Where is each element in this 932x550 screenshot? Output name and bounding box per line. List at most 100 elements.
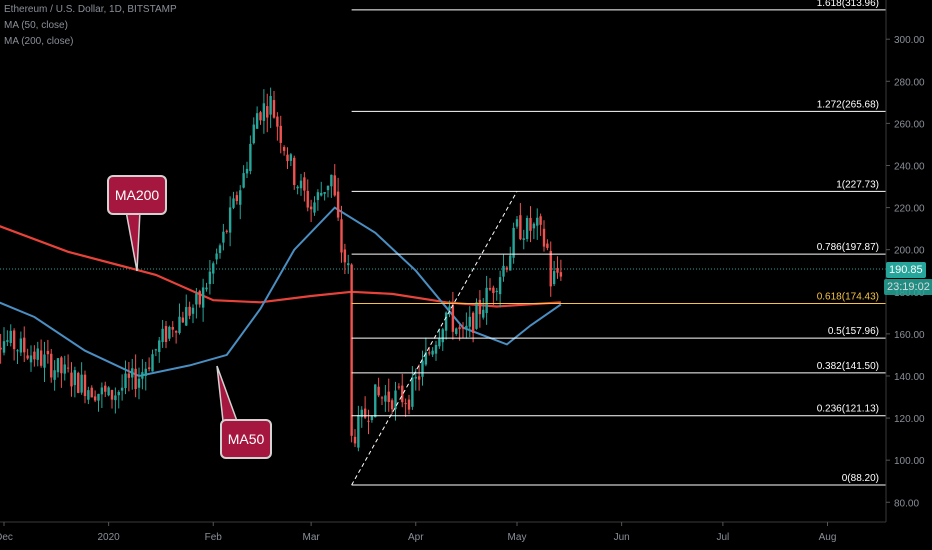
candle-body[interactable] <box>326 185 330 191</box>
candle-body[interactable] <box>299 180 303 189</box>
candle-body[interactable] <box>286 154 289 162</box>
candle-body[interactable] <box>374 384 377 418</box>
candle-body[interactable] <box>414 376 417 379</box>
candle-body[interactable] <box>195 293 198 305</box>
candle-body[interactable] <box>266 106 269 118</box>
candle-body[interactable] <box>309 206 313 210</box>
candle-body[interactable] <box>9 330 12 343</box>
ma200-legend[interactable]: MA (200, close) <box>4 36 74 47</box>
candle-body[interactable] <box>330 174 333 187</box>
candle-body[interactable] <box>73 370 77 386</box>
candle-body[interactable] <box>107 387 110 396</box>
candle-body[interactable] <box>87 390 90 400</box>
candle-body[interactable] <box>370 415 374 421</box>
candle-body[interactable] <box>306 190 309 208</box>
candle-body[interactable] <box>471 312 475 333</box>
candle-body[interactable] <box>431 350 434 355</box>
candle-body[interactable] <box>505 267 509 270</box>
candle-body[interactable] <box>63 364 66 374</box>
candle-body[interactable] <box>222 231 225 243</box>
candle-body[interactable] <box>158 340 161 352</box>
candle-body[interactable] <box>343 249 347 263</box>
candle-body[interactable] <box>2 341 6 353</box>
candle-body[interactable] <box>444 312 448 331</box>
candle-body[interactable] <box>549 250 552 287</box>
candle-body[interactable] <box>367 420 370 422</box>
candle-body[interactable] <box>100 387 104 395</box>
candle-body[interactable] <box>235 195 239 201</box>
candle-body[interactable] <box>19 338 23 353</box>
candle-body[interactable] <box>539 216 542 225</box>
candle-body[interactable] <box>336 191 340 218</box>
candle-body[interactable] <box>80 374 83 393</box>
candle-body[interactable] <box>252 124 255 144</box>
candle-body[interactable] <box>438 338 441 347</box>
candle-body[interactable] <box>228 207 232 233</box>
candle-body[interactable] <box>168 326 171 339</box>
candle-body[interactable] <box>114 395 117 401</box>
candle-body[interactable] <box>360 409 363 418</box>
candle-body[interactable] <box>512 227 515 258</box>
candle-body[interactable] <box>110 390 114 400</box>
candle-body[interactable] <box>451 305 455 332</box>
candle-body[interactable] <box>124 373 127 389</box>
candle-body[interactable] <box>363 408 367 418</box>
candle-body[interactable] <box>6 340 9 342</box>
candle-body[interactable] <box>272 100 276 118</box>
candle-body[interactable] <box>357 415 360 448</box>
candle-body[interactable] <box>60 357 63 374</box>
candle-body[interactable] <box>515 219 519 227</box>
candle-body[interactable] <box>316 192 320 201</box>
candle-body[interactable] <box>232 198 235 208</box>
candle-body[interactable] <box>519 215 522 240</box>
candle-body[interactable] <box>23 337 26 353</box>
candle-body[interactable] <box>208 271 212 285</box>
candle-body[interactable] <box>201 287 205 308</box>
candle-body[interactable] <box>161 328 164 343</box>
candle-body[interactable] <box>185 307 188 326</box>
candle-body[interactable] <box>33 351 36 360</box>
candle-body[interactable] <box>347 263 350 266</box>
candle-body[interactable] <box>455 328 458 334</box>
candle-body[interactable] <box>46 350 50 355</box>
candle-body[interactable] <box>390 400 394 410</box>
candle-body[interactable] <box>36 348 39 360</box>
candle-body[interactable] <box>350 264 353 436</box>
candle-body[interactable] <box>458 327 461 330</box>
candle-body[interactable] <box>39 350 43 366</box>
candle-body[interactable] <box>303 177 306 191</box>
candle-body[interactable] <box>397 386 401 388</box>
candle-body[interactable] <box>249 143 252 172</box>
candle-body[interactable] <box>401 385 404 403</box>
candle-body[interactable] <box>434 344 438 354</box>
candle-body[interactable] <box>178 316 181 334</box>
candle-body[interactable] <box>147 367 151 369</box>
candle-body[interactable] <box>212 263 215 274</box>
candle-body[interactable] <box>546 243 549 248</box>
candle-body[interactable] <box>131 368 134 378</box>
candle-body[interactable] <box>276 116 279 127</box>
candle-body[interactable] <box>492 287 495 293</box>
candle-body[interactable] <box>417 376 421 380</box>
candle-body[interactable] <box>461 327 465 329</box>
symbol-title[interactable]: Ethereum / U.S. Dollar, 1D, BITSTAMP <box>4 4 177 15</box>
candle-body[interactable] <box>411 377 414 407</box>
candle-body[interactable] <box>134 368 137 390</box>
candle-body[interactable] <box>70 372 73 387</box>
candle-body[interactable] <box>205 287 208 290</box>
candle-body[interactable] <box>536 217 539 226</box>
candle-body[interactable] <box>475 302 478 329</box>
candle-body[interactable] <box>43 354 46 368</box>
candle-body[interactable] <box>498 277 502 295</box>
candle-body[interactable] <box>242 173 245 188</box>
candle-body[interactable] <box>387 391 390 402</box>
candle-body[interactable] <box>83 374 87 397</box>
candle-body[interactable] <box>174 331 178 333</box>
candle-body[interactable] <box>428 352 431 354</box>
candle-body[interactable] <box>421 360 424 377</box>
candle-body[interactable] <box>441 329 444 343</box>
candle-body[interactable] <box>532 223 536 229</box>
candle-body[interactable] <box>525 218 529 239</box>
ma50-legend[interactable]: MA (50, close) <box>4 20 68 31</box>
